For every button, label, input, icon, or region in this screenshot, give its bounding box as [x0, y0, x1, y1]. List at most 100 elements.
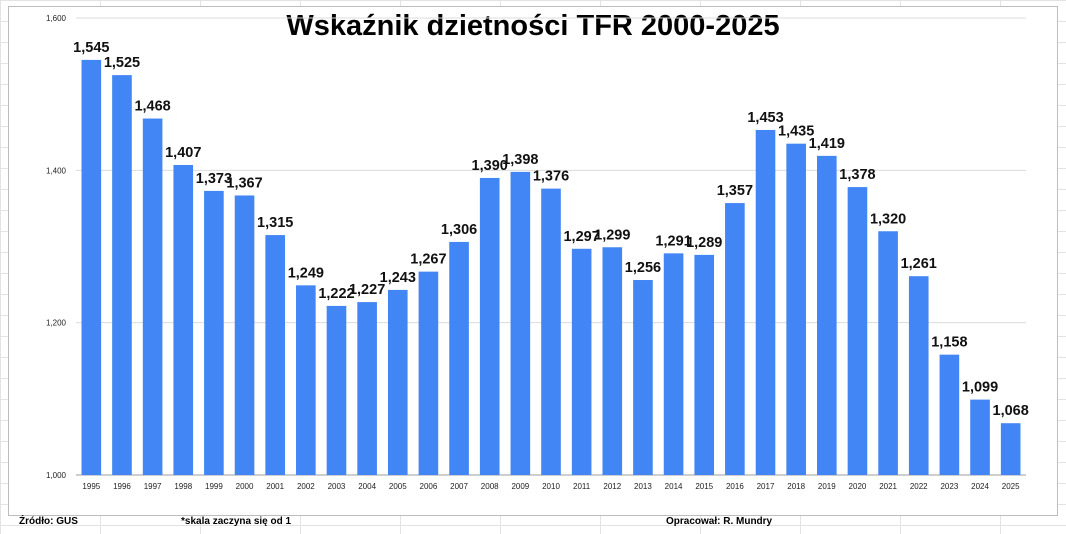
- data-label: 1,243: [380, 270, 416, 286]
- data-label: 1,398: [502, 152, 538, 168]
- x-tick-label: 2009: [511, 482, 529, 491]
- x-tick-label: 2014: [665, 482, 683, 491]
- x-tick-label: 2004: [358, 482, 376, 491]
- bar: [847, 187, 868, 475]
- x-tick-label: 2020: [849, 482, 867, 491]
- x-tick-label: 2005: [389, 482, 407, 491]
- bar: [418, 271, 439, 475]
- y-tick-label: 1,400: [46, 166, 67, 175]
- bar: [663, 253, 684, 475]
- x-tick-label: 2012: [603, 482, 621, 491]
- x-tick-label: 2015: [695, 482, 713, 491]
- bar: [265, 235, 285, 475]
- source-note: Źródło: GUS: [19, 516, 78, 527]
- data-label: 1,099: [962, 380, 998, 396]
- data-label: 1,367: [226, 175, 262, 191]
- data-label: 1,378: [839, 167, 875, 183]
- bar: [479, 177, 500, 475]
- x-tick-label: 1997: [144, 482, 162, 491]
- bar: [878, 231, 898, 475]
- x-tick-label: 2010: [542, 482, 560, 491]
- data-label: 1,222: [318, 286, 354, 302]
- y-tick-label: 1,600: [46, 14, 67, 23]
- x-tick-label: 2011: [573, 482, 591, 491]
- y-axis: 1,000 1,200 1,400 1,600: [46, 14, 67, 480]
- data-label: 1,373: [196, 171, 232, 187]
- bar: [970, 399, 990, 475]
- data-label: 1,261: [901, 256, 937, 272]
- author-note: Opracował: R. Mundry: [666, 516, 773, 527]
- bar: [1000, 423, 1021, 475]
- x-tick-label: 1998: [174, 482, 192, 491]
- data-label: 1,525: [104, 55, 140, 71]
- data-label: 1,407: [165, 145, 201, 161]
- bar: [112, 75, 132, 475]
- bar: [571, 248, 592, 475]
- data-label: 1,158: [931, 335, 967, 351]
- data-label: 1,267: [410, 252, 446, 268]
- x-tick-label: 2002: [297, 482, 315, 491]
- x-tick-label: 2013: [634, 482, 652, 491]
- x-tick-label: 2021: [879, 482, 897, 491]
- data-label: 1,468: [134, 99, 170, 115]
- data-label: 1,068: [993, 403, 1029, 419]
- x-axis: 1995 1996 1997 1998 1999 2000 2001 2002 2003 2004…: [82, 482, 1020, 491]
- bar: [296, 285, 316, 475]
- scale-note: *skala zaczyna się od 1: [181, 516, 292, 527]
- data-label: 1,376: [533, 169, 569, 185]
- x-tick-label: 2016: [726, 482, 744, 491]
- bar: [541, 188, 561, 475]
- x-tick-label: 2003: [328, 482, 346, 491]
- bar: [357, 302, 377, 475]
- y-tick-label: 1,200: [46, 319, 67, 328]
- x-tick-label: 2007: [450, 482, 468, 491]
- data-label: 1,357: [717, 183, 753, 199]
- data-label: 1,249: [288, 265, 324, 281]
- bar: [786, 143, 806, 476]
- bar: [387, 289, 408, 475]
- bar: [817, 155, 837, 475]
- data-label: 1,453: [747, 110, 783, 126]
- x-tick-label: 1999: [205, 482, 223, 491]
- x-tick-label: 2000: [236, 482, 254, 491]
- chart-title: Wskaźnik dzietności TFR 2000-2025: [286, 10, 779, 42]
- x-tick-label: 1995: [82, 482, 100, 491]
- x-tick-label: 2022: [910, 482, 928, 491]
- x-tick-label: 2006: [420, 482, 438, 491]
- bar: [234, 195, 255, 476]
- data-label: 1,545: [73, 40, 109, 56]
- x-tick-label: 2018: [787, 482, 805, 491]
- bar: [81, 59, 102, 476]
- x-tick-label: 2001: [266, 482, 284, 491]
- bar: [939, 354, 960, 475]
- bar: [510, 171, 531, 475]
- x-tick-label: 2023: [940, 482, 958, 491]
- data-label: 1,291: [655, 233, 691, 249]
- data-label: 1,289: [686, 235, 722, 251]
- x-tick-label: 2025: [1002, 482, 1020, 491]
- bar: [449, 241, 469, 475]
- data-label: 1,435: [778, 124, 814, 140]
- bar: [204, 190, 224, 476]
- bars: [81, 59, 1021, 476]
- bar: [908, 276, 929, 475]
- bar: [326, 305, 347, 475]
- data-label: 1,315: [257, 215, 293, 231]
- x-tick-label: 2017: [757, 482, 775, 491]
- data-label: 1,297: [563, 229, 599, 245]
- bar: [755, 129, 776, 475]
- bar: [602, 247, 623, 475]
- data-label: 1,256: [625, 260, 661, 276]
- data-label: 1,320: [870, 211, 906, 227]
- data-label: 1,390: [472, 158, 508, 174]
- data-label: 1,227: [349, 282, 385, 298]
- data-label: 1,306: [441, 222, 477, 238]
- y-tick-label: 1,000: [46, 471, 67, 480]
- x-tick-label: 2024: [971, 482, 989, 491]
- data-label: 1,299: [594, 227, 630, 243]
- bar: [142, 118, 163, 475]
- data-label: 1,419: [809, 136, 845, 152]
- x-tick-label: 2008: [481, 482, 499, 491]
